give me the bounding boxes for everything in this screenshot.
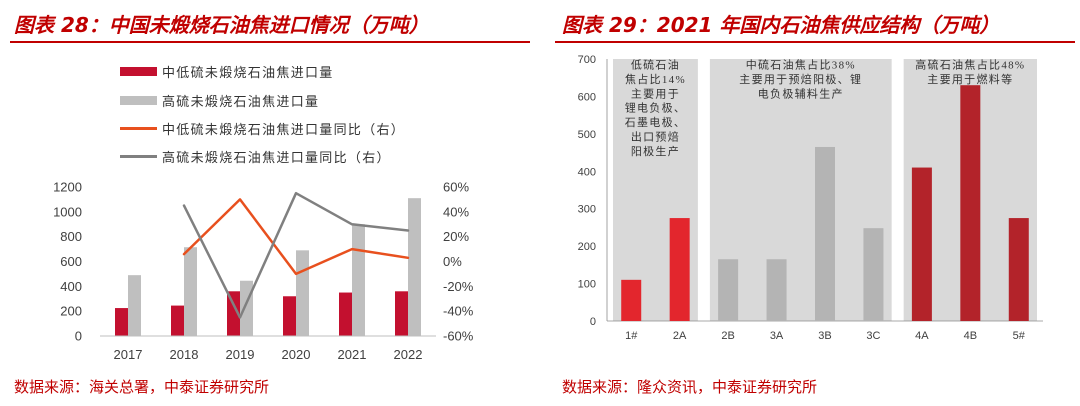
y2-axis-tick-label: -20%	[443, 279, 474, 294]
bar-category-5	[863, 228, 884, 321]
bar-series-1-2020	[296, 250, 309, 336]
group-band-1	[709, 59, 892, 321]
y2-axis-tick-label: -40%	[443, 304, 474, 319]
figure-29-title-rule	[555, 41, 1075, 43]
figure-29-source: 数据来源：隆众资讯，中泰证券研究所	[562, 379, 818, 396]
legend-swatch-low-sulfur-volume	[120, 66, 157, 76]
x-axis-tick-label: 4B	[964, 330, 977, 342]
figure-28-title-rule	[10, 41, 530, 43]
bar-category-1	[669, 218, 690, 321]
x-axis-tick-label: 2021	[338, 347, 367, 362]
figure-29-panel: 图表 29：2021 年国内石油焦供应结构（万吨） 低硫石油 焦占比14% 主要用于…	[540, 0, 1080, 406]
bar-category-7	[960, 85, 981, 321]
y2-axis-tick-label: 0%	[443, 254, 462, 269]
y-axis-tick-label: 100	[578, 279, 596, 291]
legend-swatch-high-sulfur-volume	[120, 95, 157, 105]
y-axis-tick-label: 500	[578, 129, 596, 141]
x-axis-tick-label: 2020	[282, 347, 311, 362]
line-series-3	[182, 191, 410, 319]
x-axis-tick-label: 2A	[673, 330, 687, 342]
bar-series-0-2022	[395, 291, 408, 336]
y-axis-tick-label: 800	[60, 229, 82, 244]
x-axis-tick-label: 1#	[625, 330, 638, 342]
y2-axis-tick-label: 60%	[443, 180, 469, 195]
y-axis-tick-label: 700	[578, 54, 596, 66]
bar-category-6	[911, 167, 932, 321]
y-axis-tick-label: 200	[60, 304, 82, 319]
bar-series-0-2021	[339, 292, 352, 336]
legend-item-high-sulfur-yoy: 高硫未煅烧石油焦进口量同比（右）	[120, 147, 391, 165]
group-note-line: 锂电负极、	[625, 101, 687, 115]
x-axis-tick-label: 3C	[866, 330, 880, 342]
group-note-line: 低硫石油	[631, 58, 680, 72]
bar-category-4	[815, 146, 835, 321]
y-axis-tick-label: 1200	[53, 180, 82, 195]
group-note-line: 主要用于燃料等	[927, 72, 1013, 86]
x-axis-tick-label: 2017	[114, 347, 143, 362]
line-series-2	[182, 198, 410, 276]
legend-item-high-sulfur-volume: 高硫未煅烧石油焦进口量	[120, 91, 319, 109]
bar-category-3	[766, 259, 787, 321]
bar-series-1-2017	[128, 275, 141, 336]
y2-axis-tick-label: -60%	[443, 329, 474, 344]
y-axis-tick-label: 0	[590, 316, 596, 328]
x-axis-tick-label: 2022	[394, 347, 423, 362]
group-note-line: 出口预焙	[631, 130, 680, 144]
x-axis-tick-label: 2018	[170, 347, 199, 362]
group-note-line: 中硫石油焦占比38%	[746, 58, 856, 72]
y-axis-tick-label: 200	[578, 241, 596, 253]
bar-category-8	[1008, 218, 1029, 321]
y-axis-tick-label: 600	[578, 91, 596, 103]
bar-series-0-2017	[115, 308, 128, 336]
bar-series-0-2019	[227, 291, 240, 336]
legend-swatch-high-sulfur-yoy	[120, 154, 157, 158]
group-note-line: 主要用于	[631, 87, 680, 100]
legend-item-low-sulfur-yoy: 中低硫未煅烧石油焦进口量同比（右）	[120, 119, 405, 137]
figure-28-chart: 0 200 400 600 800 1000 1200 -60% -40% -20% 0% 20% 40…	[53, 180, 474, 363]
figure-29-title: 图表 29：2021 年国内石油焦供应结构（万吨）	[562, 13, 1000, 37]
y-axis-tick-label: 600	[60, 254, 82, 269]
x-axis-tick-label: 3A	[770, 330, 784, 342]
group-note-line: 阳极生产	[631, 144, 680, 158]
group-note-line: 电负极辅料生产	[758, 86, 844, 100]
legend-label-low-sulfur-volume: 中低硫未煅烧石油焦进口量	[162, 64, 334, 80]
x-axis-tick-label: 2019	[226, 347, 255, 362]
bar-series-1-2021	[352, 224, 365, 336]
bar-category-2	[718, 259, 739, 321]
legend-label-high-sulfur-volume: 高硫未煅烧石油焦进口量	[162, 93, 320, 109]
x-axis-tick-label: 5#	[1013, 330, 1026, 342]
y-axis-tick-label: 400	[578, 166, 596, 178]
legend-label-high-sulfur-yoy: 高硫未煅烧石油焦进口量同比（右）	[162, 149, 391, 165]
bar-series-0-2020	[283, 296, 296, 336]
group-note-line: 焦占比14%	[625, 72, 686, 86]
y-axis-tick-label: 400	[60, 279, 82, 294]
group-note-line: 主要用于预焙阳极、锂	[739, 72, 862, 86]
bar-category-0	[621, 279, 642, 321]
group-note-line: 石墨电极、	[625, 115, 687, 129]
x-axis-tick-label: 2B	[721, 330, 734, 342]
y-axis-tick-label: 1000	[53, 204, 82, 219]
legend-label-low-sulfur-yoy: 中低硫未煅烧石油焦进口量同比（右）	[162, 121, 406, 137]
x-axis-tick-label: 3B	[818, 330, 831, 342]
figure-28-source: 数据来源：海关总署，中泰证券研究所	[14, 379, 270, 396]
bar-series-0-2018	[171, 305, 184, 336]
figure-28-panel: 图表 28：中国未煅烧石油焦进口情况（万吨） 0 200 400 600 800 1000…	[10, 13, 530, 396]
legend-item-low-sulfur-volume: 中低硫未煅烧石油焦进口量	[120, 62, 334, 80]
bar-series-1-2018	[184, 247, 197, 336]
y2-axis-tick-label: 20%	[443, 229, 469, 244]
figure-28-title: 图表 28：中国未煅烧石油焦进口情况（万吨）	[14, 13, 429, 37]
bar-series-1-2022	[408, 198, 421, 336]
group-note-line: 高硫石油焦占比48%	[915, 58, 1025, 72]
bar-series-1-2019	[240, 280, 253, 336]
x-axis-tick-label: 4A	[915, 330, 929, 342]
y-axis-tick-label: 0	[75, 329, 82, 344]
bars-group	[115, 198, 421, 336]
y2-axis-tick-label: 40%	[443, 204, 469, 219]
legend-swatch-low-sulfur-yoy	[120, 126, 157, 130]
y-axis-tick-label: 300	[578, 204, 596, 216]
